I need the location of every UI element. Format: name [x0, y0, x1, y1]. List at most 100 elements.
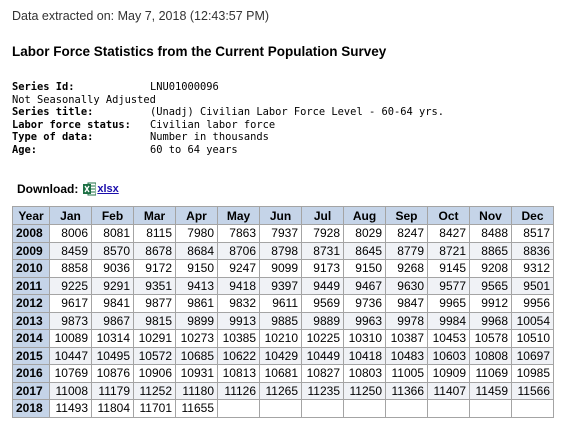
value-cell: 11008 — [49, 381, 92, 400]
value-cell: 10697 — [511, 346, 554, 365]
value-cell: 10054 — [511, 311, 554, 330]
value-cell: 10808 — [469, 346, 512, 365]
value-cell: 9577 — [427, 276, 470, 295]
value-cell: 9956 — [511, 294, 554, 313]
data-table: Year Jan Feb Mar Apr May Jun Jul Aug Sep… — [12, 206, 554, 418]
value-cell: 11126 — [217, 381, 260, 400]
value-cell: 7928 — [301, 224, 344, 243]
value-cell: 10291 — [133, 329, 176, 348]
series-id-row: Series Id: LNU01000096 — [12, 81, 444, 94]
value-cell: 10681 — [259, 364, 302, 383]
column-header: Jul — [301, 206, 344, 225]
value-cell: 9501 — [511, 276, 554, 295]
value-cell: 10210 — [259, 329, 302, 348]
value-cell: 8427 — [427, 224, 470, 243]
series-id-label: Series Id: — [12, 81, 75, 93]
value-cell: 7937 — [259, 224, 302, 243]
value-cell: 10429 — [259, 346, 302, 365]
series-id-value: LNU01000096 — [150, 81, 219, 93]
value-cell: 8115 — [133, 224, 176, 243]
value-cell: 9351 — [133, 276, 176, 295]
table-header-row: Year Jan Feb Mar Apr May Jun Jul Aug Sep… — [12, 206, 554, 225]
age-label: Age: — [12, 143, 38, 156]
value-cell: 11655 — [175, 399, 218, 418]
value-cell: 8721 — [427, 241, 470, 260]
value-cell: 9912 — [469, 294, 512, 313]
value-cell — [511, 399, 554, 418]
value-cell: 9963 — [343, 311, 386, 330]
value-cell: 9877 — [133, 294, 176, 313]
value-cell: 9984 — [427, 311, 470, 330]
value-cell: 11235 — [301, 381, 344, 400]
value-cell: 11493 — [49, 399, 92, 418]
value-cell — [301, 399, 344, 418]
value-cell: 9899 — [175, 311, 218, 330]
year-cell: 2013 — [12, 311, 50, 330]
year-cell: 2016 — [12, 364, 50, 383]
value-cell: 9225 — [49, 276, 92, 295]
value-cell: 11252 — [133, 381, 176, 400]
value-cell: 10483 — [385, 346, 428, 365]
value-cell — [343, 399, 386, 418]
year-cell: 2014 — [12, 329, 50, 348]
value-cell: 11407 — [427, 381, 470, 400]
excel-icon[interactable] — [83, 182, 97, 196]
table-row: 2010 8858 9036 9172 9150 9247 9099 9173 9150 9268… — [12, 259, 554, 278]
series-title-label: Series title: — [12, 106, 94, 119]
column-header: Nov — [469, 206, 512, 225]
series-metadata: Series Id: LNU01000096 Not Seasonally Ad… — [12, 81, 444, 157]
value-cell: 9291 — [91, 276, 134, 295]
value-cell: 9913 — [217, 311, 260, 330]
value-cell: 9861 — [175, 294, 218, 313]
value-cell: 8836 — [511, 241, 554, 260]
value-cell: 8645 — [343, 241, 386, 260]
value-cell: 10449 — [301, 346, 344, 365]
table-row: 2017 11008 11179 11252 11180 11126 11265 11235 1… — [12, 381, 554, 400]
year-cell: 2015 — [12, 346, 50, 365]
value-cell: 10803 — [343, 364, 386, 383]
value-cell: 10769 — [49, 364, 92, 383]
value-cell: 9145 — [427, 259, 470, 278]
value-cell: 9965 — [427, 294, 470, 313]
value-cell: 9889 — [301, 311, 344, 330]
column-header: Feb — [91, 206, 134, 225]
value-cell: 9247 — [217, 259, 260, 278]
value-cell: 11804 — [91, 399, 134, 418]
value-cell: 9978 — [385, 311, 428, 330]
value-cell: 9208 — [469, 259, 512, 278]
value-cell: 11459 — [469, 381, 512, 400]
value-cell: 9968 — [469, 311, 512, 330]
value-cell: 10089 — [49, 329, 92, 348]
value-cell: 10453 — [427, 329, 470, 348]
value-cell: 8731 — [301, 241, 344, 260]
value-cell: 9617 — [49, 294, 92, 313]
column-header: Jun — [259, 206, 302, 225]
value-cell: 9569 — [301, 294, 344, 313]
labor-force-status-row: Labor force status: Civilian labor force — [12, 119, 444, 132]
value-cell: 8678 — [133, 241, 176, 260]
adjustment-row: Not Seasonally Adjusted — [12, 94, 444, 107]
column-header: May — [217, 206, 260, 225]
value-cell: 9847 — [385, 294, 428, 313]
value-cell: 8459 — [49, 241, 92, 260]
value-cell: 9449 — [301, 276, 344, 295]
xlsx-download-link[interactable]: xlsx — [97, 183, 119, 195]
value-cell: 10827 — [301, 364, 344, 383]
value-cell: 11701 — [133, 399, 176, 418]
value-cell: 8247 — [385, 224, 428, 243]
data-type-row: Type of data: Number in thousands — [12, 131, 444, 144]
value-cell: 8779 — [385, 241, 428, 260]
value-cell: 10909 — [427, 364, 470, 383]
download-label: Download: — [17, 182, 79, 196]
value-cell: 10495 — [91, 346, 134, 365]
value-cell: 11179 — [91, 381, 134, 400]
year-cell: 2011 — [12, 276, 50, 295]
value-cell — [427, 399, 470, 418]
value-cell: 8517 — [511, 224, 554, 243]
value-cell: 9150 — [175, 259, 218, 278]
value-cell: 8865 — [469, 241, 512, 260]
column-header: Sep — [385, 206, 428, 225]
table-row: 2009 8459 8570 8678 8684 8706 8798 8731 8645 8779… — [12, 241, 554, 260]
table-row: 2014 10089 10314 10291 10273 10385 10210 10225 1… — [12, 329, 554, 348]
value-cell: 10225 — [301, 329, 344, 348]
